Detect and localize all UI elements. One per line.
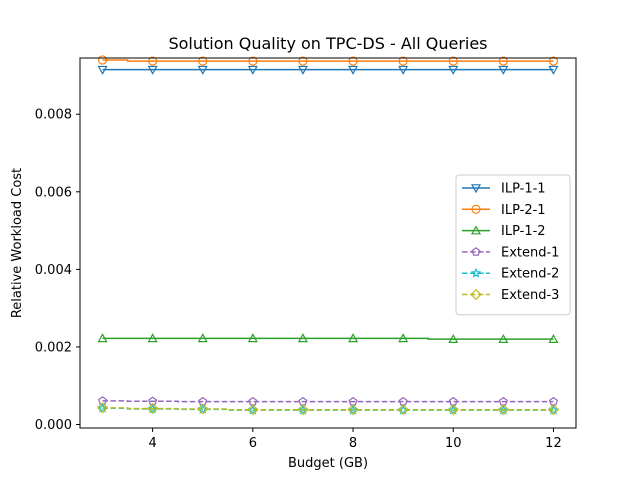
plot-frame <box>79 57 577 429</box>
data-point <box>548 404 559 415</box>
data-point <box>198 56 208 66</box>
x-tick-label: 12 <box>545 436 562 451</box>
series-line <box>102 59 554 62</box>
data-point <box>498 404 509 415</box>
data-point <box>297 333 308 343</box>
legend-marker <box>470 184 482 194</box>
data-point <box>397 404 409 416</box>
series-line <box>102 407 554 411</box>
data-point <box>448 65 459 75</box>
data-point <box>297 404 309 416</box>
data-point <box>548 333 559 343</box>
data-point <box>147 402 159 415</box>
data-point <box>147 333 158 343</box>
data-point <box>498 65 509 75</box>
legend-item: Extend-2 <box>462 267 559 282</box>
x-tick-label: 8 <box>349 436 357 451</box>
series-ilp-1-2 <box>97 333 559 343</box>
data-point <box>197 403 209 414</box>
legend: ILP-1-1 ILP-2-1 ILP-1-2 Extend-1 Extend-2 Ext… <box>455 174 571 316</box>
y-tick-label: 0.006 <box>35 185 72 200</box>
data-point <box>348 333 359 343</box>
data-point <box>298 56 308 66</box>
series-line <box>102 337 554 340</box>
y-tick-label: 0.004 <box>35 263 72 278</box>
y-axis: 0.000 0.002 0.004 0.006 0.008 <box>35 108 80 433</box>
data-point <box>97 333 108 343</box>
data-point <box>96 402 109 414</box>
legend-item: Extend-1 <box>462 245 559 260</box>
x-tick-label: 4 <box>149 436 157 451</box>
series-line <box>102 400 554 403</box>
data-point <box>398 65 409 75</box>
data-point <box>397 404 409 415</box>
data-point <box>97 402 108 413</box>
legend-item: ILP-2-1 <box>462 203 546 218</box>
data-point <box>497 404 509 416</box>
data-point <box>97 55 108 65</box>
data-point <box>498 333 509 343</box>
plot-area <box>96 55 560 416</box>
data-point <box>448 56 458 66</box>
data-point <box>247 404 259 416</box>
legend-marker <box>471 247 481 256</box>
data-point <box>547 404 560 416</box>
legend-item: Extend-3 <box>462 288 559 303</box>
data-point <box>347 404 359 416</box>
data-point <box>197 65 208 75</box>
data-point <box>398 333 409 343</box>
data-point <box>297 404 309 415</box>
series-ilp-1-1 <box>97 65 559 75</box>
y-tick-label: 0.000 <box>35 418 72 433</box>
data-point <box>548 56 559 66</box>
legend-marker <box>470 267 482 278</box>
legend-marker <box>470 225 482 235</box>
series-extend-3 <box>96 402 560 416</box>
legend-item: ILP-1-1 <box>462 182 546 197</box>
data-point <box>548 65 559 75</box>
legend-marker <box>470 288 482 301</box>
legend-label: Extend-2 <box>501 267 559 282</box>
y-axis-label: Relative Workload Cost <box>10 168 25 318</box>
legend-label: ILP-1-1 <box>501 182 546 197</box>
legend-label: Extend-3 <box>501 288 559 303</box>
data-point <box>197 333 208 343</box>
data-point <box>498 56 508 66</box>
data-point <box>197 403 209 415</box>
data-point <box>347 404 359 415</box>
data-point <box>348 56 358 66</box>
legend-item: ILP-1-2 <box>462 224 546 239</box>
data-point <box>447 404 459 416</box>
data-point <box>297 65 308 75</box>
data-point <box>248 56 258 66</box>
data-point <box>398 56 408 66</box>
x-tick-label: 6 <box>249 436 257 451</box>
chart-title: Solution Quality on TPC-DS - All Queries <box>168 34 487 53</box>
data-point <box>448 333 459 343</box>
legend-label: ILP-1-2 <box>501 224 546 239</box>
x-axis-label: Budget (GB) <box>288 456 368 471</box>
data-point <box>247 333 258 343</box>
data-point <box>247 404 259 415</box>
data-point <box>247 65 258 75</box>
y-tick-label: 0.008 <box>35 108 72 123</box>
x-axis: 4 6 8 10 12 <box>149 428 562 451</box>
data-point <box>348 65 359 75</box>
legend-label: ILP-2-1 <box>501 203 546 218</box>
series-ilp-2-1 <box>97 55 559 66</box>
data-point <box>97 65 108 75</box>
data-point <box>148 56 158 66</box>
y-tick-label: 0.002 <box>35 340 72 355</box>
legend-marker <box>471 204 481 214</box>
legend-label: Extend-1 <box>501 245 559 260</box>
x-tick-label: 10 <box>445 436 462 451</box>
data-point <box>447 404 459 415</box>
series-extend-1 <box>98 396 558 406</box>
data-point <box>147 403 158 414</box>
data-point <box>147 65 158 75</box>
